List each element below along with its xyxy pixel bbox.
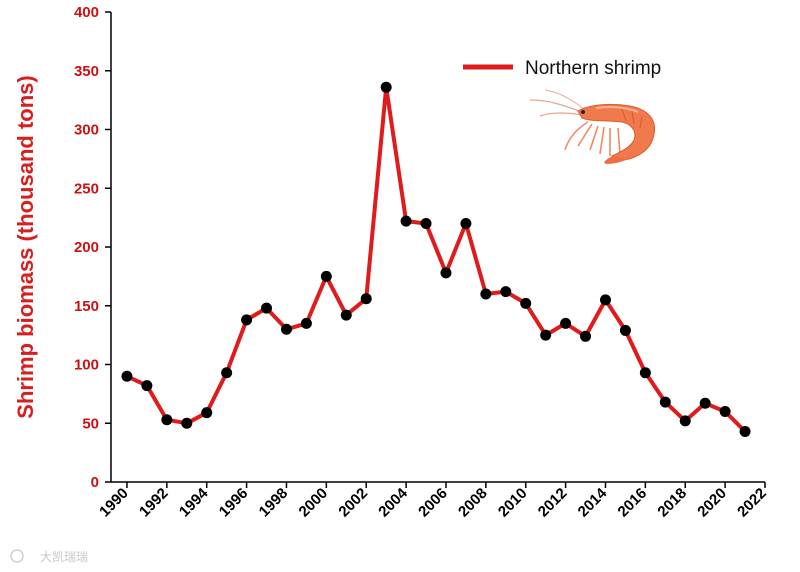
data-point — [420, 218, 432, 229]
y-ticks: 0 50 100 150 200 250 300 350 400 — [74, 4, 111, 491]
data-point — [520, 297, 532, 309]
shrimp-photo-icon — [529, 89, 656, 164]
data-point — [360, 293, 372, 305]
x-tick-label: 2008 — [455, 485, 491, 521]
data-point — [659, 396, 671, 408]
y-tick-label: 0 — [91, 474, 99, 491]
x-tick-label: 1998 — [256, 485, 292, 521]
data-point — [739, 425, 751, 437]
data-point — [699, 397, 711, 409]
x-tick-label: 2012 — [535, 485, 571, 521]
y-tick-label: 50 — [82, 415, 99, 432]
y-tick-label: 100 — [74, 357, 99, 374]
data-point — [241, 314, 253, 326]
data-point — [221, 367, 233, 379]
x-tick-label: 1996 — [216, 485, 252, 521]
data-point — [460, 218, 472, 229]
data-point — [639, 367, 651, 379]
data-point — [340, 309, 352, 321]
data-point — [500, 286, 512, 298]
data-point — [679, 415, 691, 427]
x-tick-label: 2016 — [615, 485, 651, 521]
data-point — [280, 323, 292, 335]
x-tick-label: 2010 — [495, 485, 531, 521]
data-point — [380, 81, 392, 93]
x-tick-label: 1994 — [176, 484, 212, 520]
x-tick-label: 2006 — [415, 485, 451, 521]
x-tick-label: 2014 — [575, 484, 611, 520]
legend: Northern shrimp — [463, 58, 661, 79]
data-point — [619, 324, 631, 336]
data-point — [161, 414, 173, 426]
data-point — [141, 380, 153, 392]
x-tick-label: 2018 — [654, 485, 690, 521]
y-tick-label: 250 — [74, 180, 99, 197]
y-axis-title: Shrimp biomass (thousand tons) — [13, 75, 38, 418]
x-tick-label: 1992 — [136, 485, 172, 521]
data-point — [320, 270, 332, 282]
data-point — [480, 288, 492, 300]
data-point — [400, 215, 412, 227]
data-point — [201, 407, 213, 419]
data-point — [300, 317, 312, 329]
data-point — [599, 294, 611, 306]
data-point — [719, 406, 731, 417]
x-tick-label: 2022 — [734, 485, 770, 521]
watermark: 大凯瑞瑞 — [10, 549, 88, 564]
y-tick-label: 300 — [74, 122, 99, 139]
data-point — [440, 267, 452, 279]
data-point — [181, 417, 193, 429]
data-points — [121, 81, 751, 437]
series-line-northern-shrimp — [125, 85, 748, 434]
x-tick-label: 2000 — [296, 485, 332, 521]
watermark-text: 大凯瑞瑞 — [40, 550, 88, 564]
watermark-logo-icon — [10, 549, 24, 563]
y-tick-label: 200 — [74, 239, 99, 256]
y-tick-label: 350 — [74, 63, 99, 80]
legend-label: Northern shrimp — [525, 58, 661, 79]
data-point — [261, 302, 273, 314]
x-tick-label: 2004 — [375, 484, 411, 520]
data-point — [121, 370, 133, 382]
data-point — [580, 330, 592, 342]
y-tick-label: 400 — [74, 4, 99, 21]
x-ticks: 1990 1992 1994 1996 1998 2000 2002 2004 2006 2008… — [96, 482, 770, 520]
data-point — [560, 317, 572, 329]
x-tick-label: 1990 — [96, 485, 132, 521]
x-tick-label: 2020 — [694, 485, 730, 521]
y-tick-label: 150 — [74, 298, 99, 315]
data-point — [540, 329, 552, 341]
x-tick-label: 2002 — [335, 485, 371, 521]
